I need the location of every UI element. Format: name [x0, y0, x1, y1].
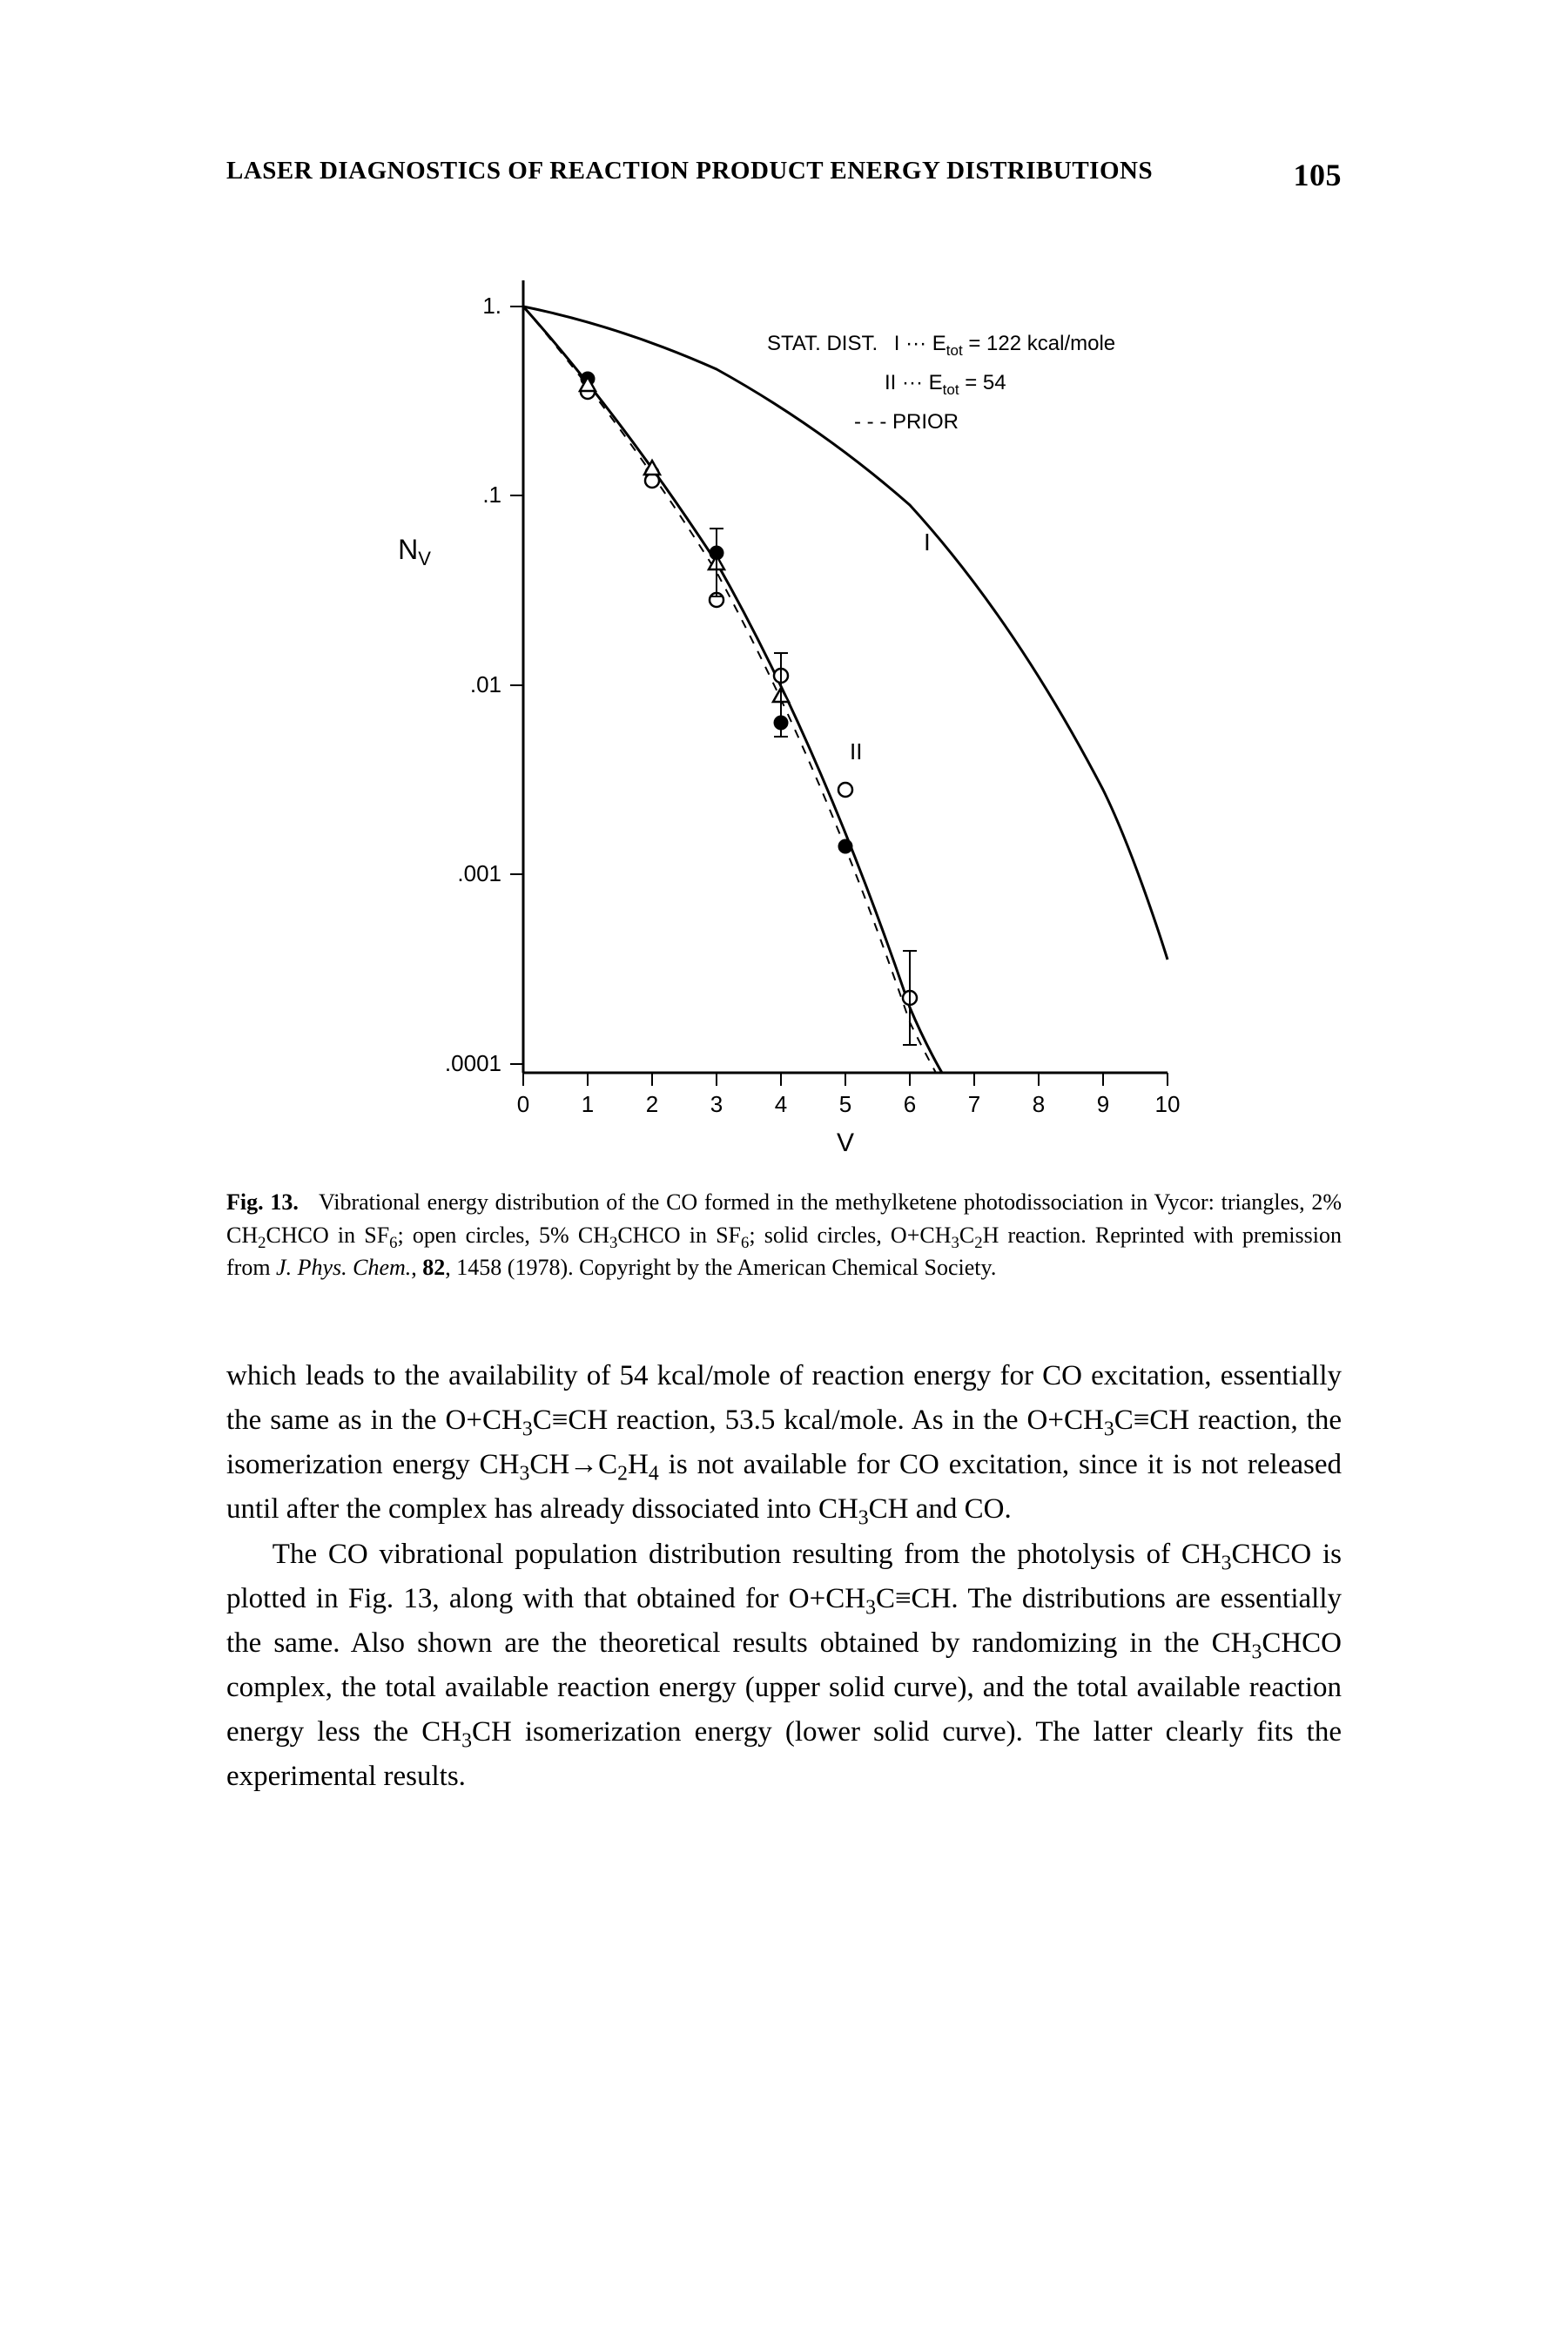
xtick-10: 10: [1154, 1091, 1180, 1117]
figure-caption: Fig. 13. Vibrational energy distribution…: [226, 1186, 1342, 1284]
paragraph-1: which leads to the availability of 54 kc…: [226, 1354, 1342, 1533]
curve-I-label: I: [924, 529, 931, 556]
ytick-3: .001: [457, 860, 501, 886]
legend-stat-dist: STAT. DIST. I ··· Etot = 122 kcal/mole: [767, 332, 1115, 359]
series-triangles: [580, 377, 789, 702]
y-axis-label: NV: [398, 534, 431, 569]
xtick-5: 5: [838, 1091, 851, 1117]
xtick-6: 6: [903, 1091, 915, 1117]
xtick-0: 0: [516, 1091, 528, 1117]
xtick-1: 1: [581, 1091, 593, 1117]
curve-I: [523, 307, 1168, 960]
x-axis-label: V: [836, 1128, 853, 1157]
xtick-8: 8: [1032, 1091, 1044, 1117]
xtick-2: 2: [645, 1091, 657, 1117]
ytick-4: .0001: [444, 1050, 501, 1076]
xtick-7: 7: [967, 1091, 979, 1117]
paragraph-2: The CO vibrational population distributi…: [226, 1533, 1342, 1800]
ytick-0: 1.: [482, 293, 501, 319]
figure-13-plot: 0 1 2 3 4 5 6 7 8 9 10 V: [367, 246, 1202, 1160]
ytick-1: .1: [482, 482, 501, 508]
series-solid-circles: [581, 372, 852, 853]
legend-line3: - - - PRIOR: [854, 410, 959, 434]
legend-line2: II ··· Etot = 54: [885, 371, 1006, 398]
xtick-3: 3: [710, 1091, 722, 1117]
ytick-2: .01: [469, 671, 501, 697]
xtick-9: 9: [1096, 1091, 1108, 1117]
curve-II-label: II: [850, 738, 862, 765]
page-header: LASER DIAGNOSTICS OF REACTION PRODUCT EN…: [226, 157, 1342, 193]
page: LASER DIAGNOSTICS OF REACTION PRODUCT EN…: [0, 0, 1568, 2351]
caption-label: Fig. 13.: [226, 1189, 299, 1215]
series-open-circles: [581, 385, 917, 1005]
body-text: which leads to the availability of 54 kc…: [226, 1354, 1342, 1799]
xtick-4: 4: [774, 1091, 786, 1117]
running-head: LASER DIAGNOSTICS OF REACTION PRODUCT EN…: [226, 157, 1153, 193]
caption-text: Vibrational energy distribution of the C…: [226, 1189, 1342, 1280]
page-number: 105: [1294, 157, 1343, 193]
figure-13-container: 0 1 2 3 4 5 6 7 8 9 10 V: [226, 246, 1342, 1160]
